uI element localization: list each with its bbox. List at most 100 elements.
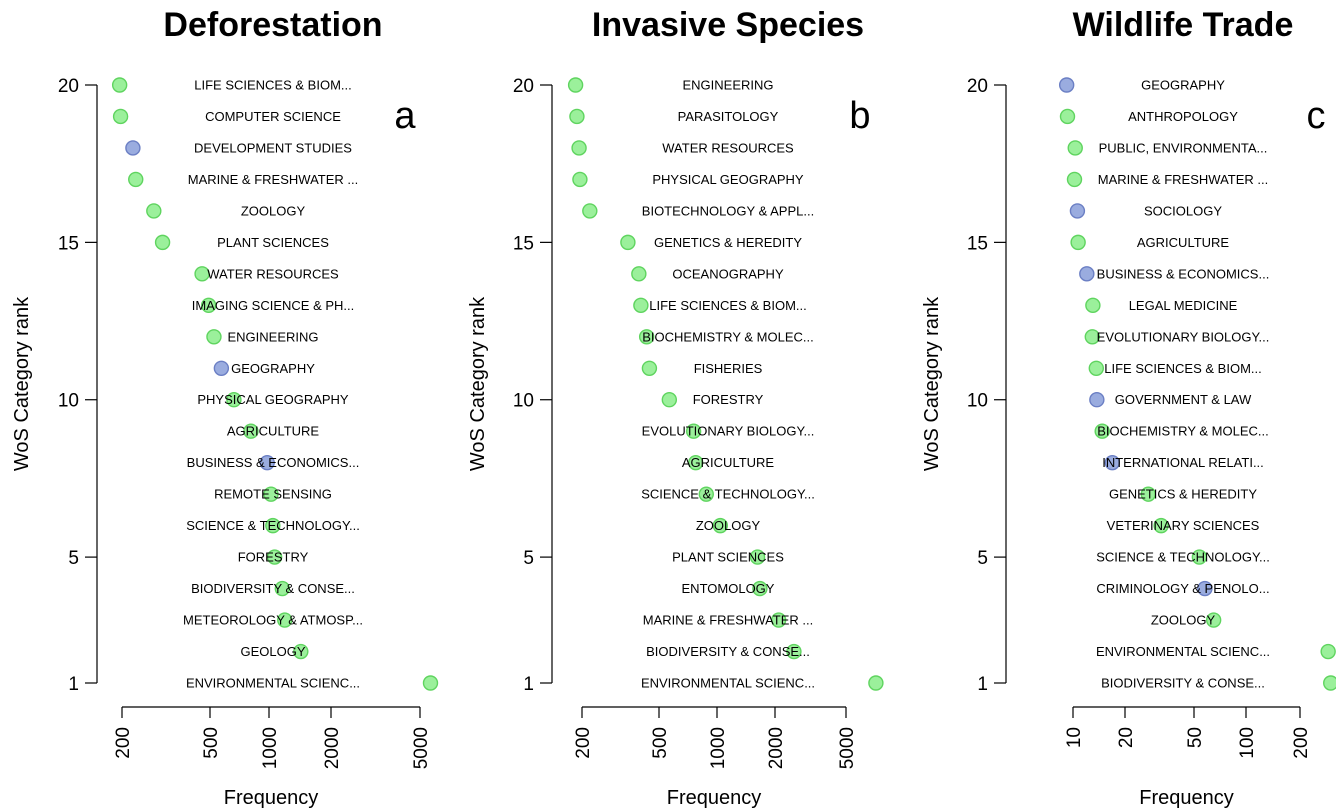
category-label: PHYSICAL GEOGRAPHY [652, 172, 804, 187]
category-label: DEVELOPMENT STUDIES [194, 140, 352, 155]
panel-title: Invasive Species [592, 6, 864, 44]
data-point [571, 140, 587, 156]
data-point [1205, 612, 1222, 628]
data-point [1079, 266, 1095, 282]
data-point [868, 675, 884, 691]
category-label: REMOTE SENSING [214, 487, 332, 502]
category-label: PARASITOLOGY [678, 109, 779, 124]
data-point [641, 360, 658, 376]
category-label: SCIENCE & TECHNOLOGY... [1096, 550, 1270, 565]
data-point [1089, 392, 1105, 408]
data-point [1085, 297, 1101, 314]
panel-letter: a [394, 95, 416, 137]
data-point [1084, 329, 1100, 345]
panel-letter: b [849, 95, 870, 137]
x-tick-label: 50 [1185, 727, 1206, 748]
category-label: BIOTECHNOLOGY & APPL... [642, 203, 814, 218]
category-label: ENVIRONMENTAL SCIENC... [1096, 644, 1270, 659]
data-point [638, 329, 655, 345]
y-tick-label: 20 [58, 76, 79, 97]
data-point [263, 486, 279, 502]
category-label: CRIMINOLOGY & PENOLO... [1096, 581, 1269, 596]
data-point [633, 297, 649, 314]
data-point [631, 266, 647, 282]
category-label: IMAGING SCIENCE & PH... [192, 298, 355, 313]
data-point [1066, 171, 1083, 188]
y-tick-label: 10 [58, 391, 79, 412]
category-label: FISHERIES [694, 361, 763, 376]
category-label: INTERNATIONAL RELATI... [1102, 455, 1264, 470]
data-point [1153, 517, 1169, 534]
x-tick-label: 200 [573, 727, 594, 759]
x-axis-title: Frequency [667, 787, 762, 809]
category-label: METEOROLOGY & ATMOSP... [183, 613, 363, 628]
data-point [213, 360, 230, 376]
data-point [569, 108, 585, 125]
category-label: BIODIVERSITY & CONSE... [1101, 676, 1265, 691]
x-axis-title: Frequency [224, 787, 319, 809]
data-point [293, 643, 309, 660]
y-tick-label: 10 [513, 391, 534, 412]
x-tick-label: 10 [1064, 727, 1085, 748]
category-label: PUBLIC, ENVIRONMENTA... [1099, 140, 1268, 155]
x-axis-title: Frequency [1139, 787, 1234, 809]
data-point [265, 517, 281, 534]
y-tick-label: 1 [977, 674, 988, 695]
data-point [1058, 77, 1075, 93]
category-label: GEOGRAPHY [231, 361, 315, 376]
data-point [572, 171, 588, 188]
y-tick-label: 5 [68, 548, 79, 569]
data-point [112, 108, 129, 125]
category-label: ENVIRONMENTAL SCIENC... [641, 676, 815, 691]
data-point [1320, 643, 1336, 660]
category-label: GENETICS & HEREDITY [1109, 487, 1257, 502]
data-point [698, 486, 714, 502]
category-label: SCIENCE & TECHNOLOGY... [186, 518, 360, 533]
category-label: AGRICULTURE [682, 455, 775, 470]
data-point [1067, 140, 1083, 156]
category-label: BUSINESS & ECONOMICS... [1097, 266, 1270, 281]
data-point [125, 140, 141, 156]
category-label: ENGINEERING [682, 78, 773, 93]
y-axis-title: WoS Category rank [467, 296, 489, 471]
data-point [422, 675, 439, 691]
x-tick-label: 2000 [766, 727, 787, 769]
data-point [194, 266, 210, 282]
data-point [259, 454, 275, 471]
category-label: LIFE SCIENCES & BIOM... [194, 78, 351, 93]
data-point [1094, 423, 1110, 439]
data-point [1191, 549, 1208, 565]
x-tick-label: 20 [1116, 727, 1137, 748]
category-label: EVOLUTIONARY BIOLOGY... [642, 424, 815, 439]
x-tick-label: 5000 [411, 727, 432, 769]
y-tick-label: 15 [58, 233, 79, 254]
category-label: SOCIOLOGY [1144, 203, 1222, 218]
data-point [1088, 360, 1104, 376]
panel-letter: c [1307, 95, 1326, 137]
x-tick-label: 500 [650, 727, 671, 759]
category-label: AGRICULTURE [1137, 235, 1230, 250]
panel-title: Wildlife Trade [1073, 6, 1294, 44]
panel-title: Deforestation [163, 6, 382, 44]
data-point [567, 77, 584, 93]
y-tick-label: 20 [967, 76, 988, 97]
data-point [1069, 203, 1086, 219]
data-point [128, 171, 144, 188]
category-label: VETERINARY SCIENCES [1107, 518, 1260, 533]
category-label: BIOCHEMISTRY & MOLEC... [642, 329, 813, 344]
data-point [1059, 108, 1076, 125]
category-label: FORESTRY [238, 550, 309, 565]
data-point [206, 329, 222, 345]
category-label: ENVIRONMENTAL SCIENC... [186, 676, 360, 691]
x-tick-label: 1000 [260, 727, 281, 769]
y-tick-label: 5 [977, 548, 988, 569]
data-point [266, 549, 283, 565]
category-label: LIFE SCIENCES & BIOM... [1104, 361, 1261, 376]
y-axis-title: WoS Category rank [11, 296, 33, 471]
category-label: EVOLUTIONARY BIOLOGY... [1097, 329, 1270, 344]
category-label: AGRICULTURE [227, 424, 320, 439]
